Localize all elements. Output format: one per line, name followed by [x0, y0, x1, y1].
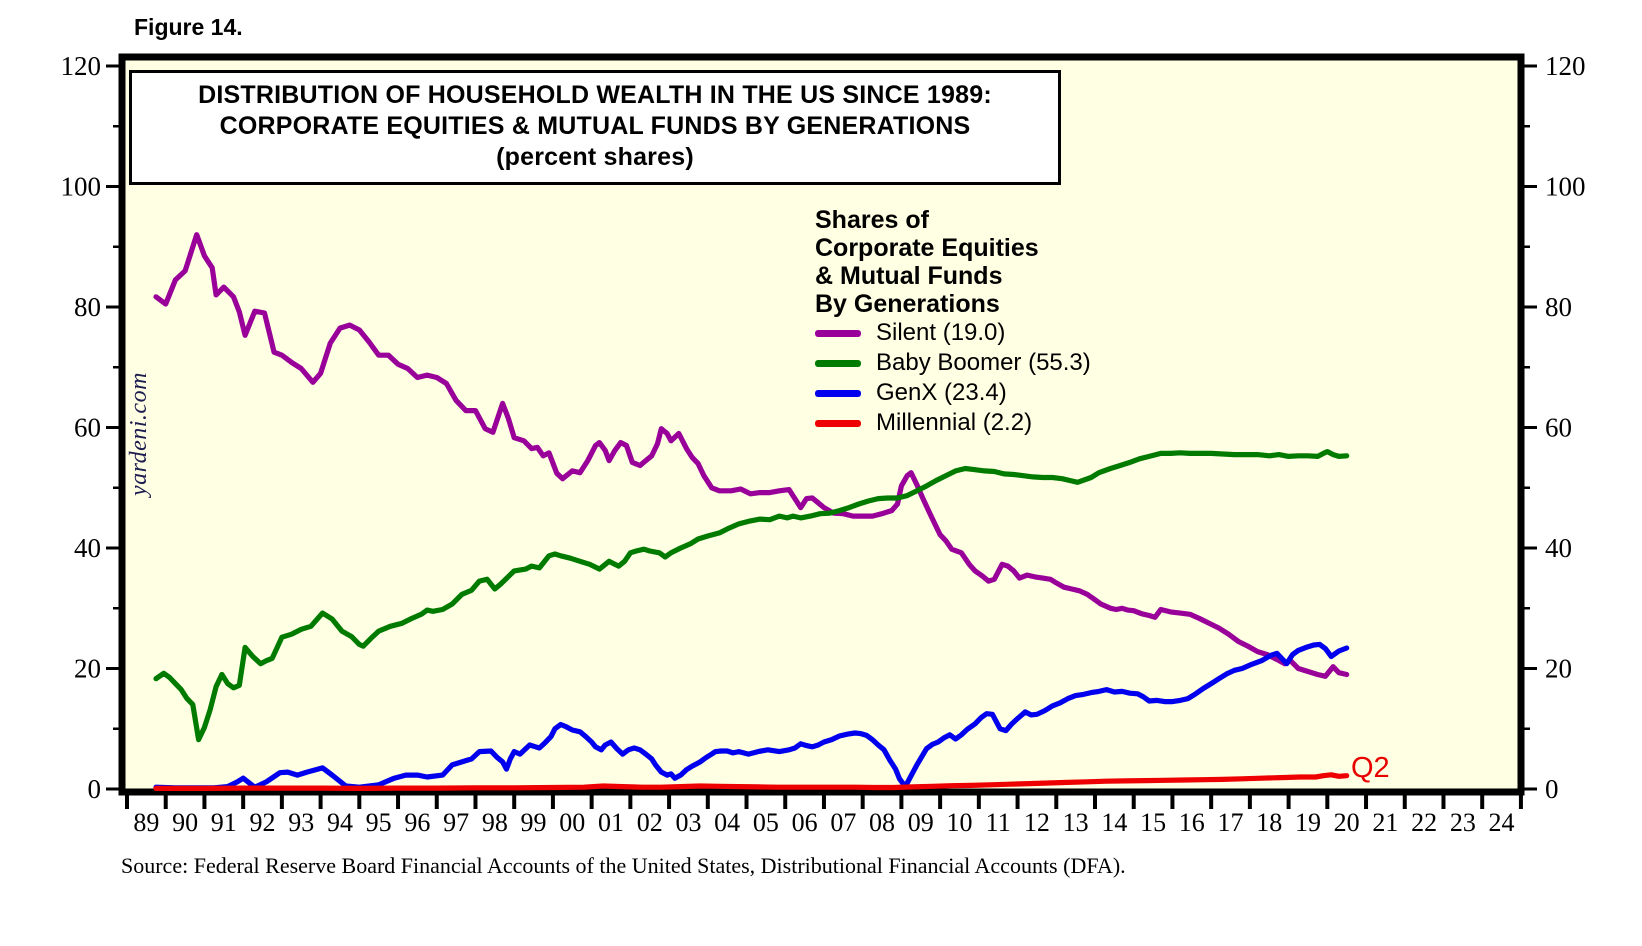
chart-title-line-3: (percent shares) [496, 143, 694, 171]
x-axis-label: 19 [1295, 808, 1321, 837]
plot-frame [118, 53, 1525, 796]
chart-title-line-2: CORPORATE EQUITIES & MUTUAL FUNDS BY GEN… [219, 112, 971, 140]
series-silent-line [153, 232, 1350, 679]
x-axis-label: 15 [1140, 808, 1166, 837]
x-axis-label: 90 [172, 808, 198, 837]
x-axis-label: 91 [211, 808, 237, 837]
x-axis-label: 21 [1372, 808, 1398, 837]
genx-line-swatch-icon [815, 389, 861, 397]
x-axis-label: 96 [404, 808, 430, 837]
x-axis-label: 06 [792, 808, 818, 837]
legend-header-line-1: Shares of [815, 206, 929, 234]
x-axis-label: 12 [1024, 808, 1050, 837]
y-axis-label-left: 40 [74, 533, 101, 563]
baby-boomer-line-swatch-icon [815, 359, 861, 367]
y-axis-label-right: 0 [1545, 774, 1559, 804]
chart-title-box: DISTRIBUTION OF HOUSEHOLD WEALTH IN THE … [129, 70, 1061, 185]
millennial-line-swatch-icon [815, 419, 861, 427]
y-axis-label-left: 80 [74, 292, 101, 322]
yardeni-watermark: yardeni.com [126, 372, 152, 496]
y-axis-label-left: 0 [88, 774, 102, 804]
legend-header: Shares of Corporate Equities & Mutual Fu… [815, 206, 1091, 318]
x-axis-label: 16 [1179, 808, 1205, 837]
x-axis-label: 23 [1450, 808, 1476, 837]
x-axis-label: 93 [288, 808, 314, 837]
latest-quarter-annotation: Q2 [1351, 752, 1390, 784]
x-axis-label: 22 [1411, 808, 1437, 837]
legend-item-millennial-label: Millennial (2.2) [876, 409, 1033, 436]
x-axis-label: 20 [1334, 808, 1360, 837]
chart-legend: Shares of Corporate Equities & Mutual Fu… [815, 206, 1091, 438]
legend-item-silent: Silent (19.0) [815, 318, 1091, 348]
x-axis-label: 01 [598, 808, 624, 837]
x-axis-label: 10 [946, 808, 972, 837]
series-baby-boomer-line [153, 449, 1350, 743]
x-axis-label: 18 [1256, 808, 1282, 837]
x-axis-label: 98 [482, 808, 508, 837]
x-axis-label: 09 [908, 808, 934, 837]
legend-header-line-2: Corporate Equities [815, 234, 1039, 262]
y-axis-label-right: 20 [1545, 654, 1572, 684]
figure-label: Figure 14. [134, 14, 243, 40]
series-millennial-line [153, 772, 1350, 792]
x-axis-label: 05 [753, 808, 779, 837]
y-axis-label-left: 60 [74, 413, 101, 443]
legend-item-genx-label: GenX (23.4) [876, 379, 1007, 406]
y-axis-label-right: 60 [1545, 413, 1572, 443]
y-axis-label-right: 100 [1545, 172, 1586, 202]
x-axis-label: 97 [443, 808, 469, 837]
legend-header-line-4: By Generations [815, 290, 1000, 318]
chart-title-line-1: DISTRIBUTION OF HOUSEHOLD WEALTH IN THE … [198, 81, 992, 109]
x-axis-label: 13 [1063, 808, 1089, 837]
y-axis-label-right: 120 [1545, 51, 1586, 81]
series-genx-line [153, 641, 1350, 791]
y-axis-label-left: 100 [61, 172, 102, 202]
y-axis-label-left: 20 [74, 654, 101, 684]
x-axis-label: 00 [559, 808, 585, 837]
y-axis-label-right: 40 [1545, 533, 1572, 563]
x-axis-label: 17 [1218, 808, 1244, 837]
x-axis-label: 08 [869, 808, 895, 837]
legend-item-baby-boomer-label: Baby Boomer (55.3) [876, 349, 1091, 376]
legend-item-baby-boomer: Baby Boomer (55.3) [815, 348, 1091, 378]
x-axis-label: 02 [637, 808, 663, 837]
x-axis-label: 99 [521, 808, 547, 837]
silent-line-swatch-icon [815, 329, 861, 337]
x-axis-label: 14 [1101, 808, 1127, 837]
y-axis-label-right: 80 [1545, 292, 1572, 322]
x-axis-label: 92 [250, 808, 276, 837]
x-axis-label: 11 [986, 808, 1011, 837]
x-axis-label: 24 [1489, 808, 1515, 837]
y-axis-label-left: 120 [61, 51, 102, 81]
legend-item-genx: GenX (23.4) [815, 378, 1091, 408]
x-axis-label: 07 [830, 808, 856, 837]
source-attribution: Source: Federal Reserve Board Financial … [121, 853, 1126, 878]
x-axis-label: 03 [675, 808, 701, 837]
legend-item-silent-label: Silent (19.0) [876, 319, 1006, 346]
x-axis-label: 94 [327, 808, 353, 837]
legend-header-line-3: & Mutual Funds [815, 262, 1003, 290]
legend-item-millennial: Millennial (2.2) [815, 408, 1091, 438]
x-axis-label: 89 [133, 808, 159, 837]
x-axis-label: 04 [714, 808, 740, 837]
x-axis-label: 95 [366, 808, 392, 837]
